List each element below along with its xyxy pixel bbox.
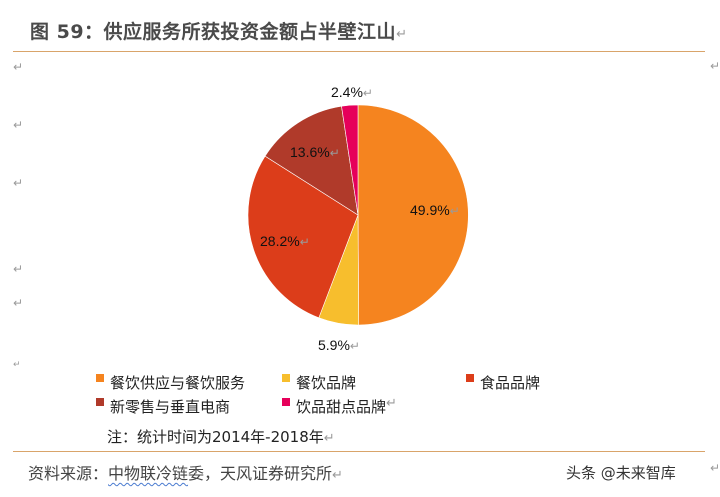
paragraph-mark-icon: ↵ — [710, 461, 720, 475]
legend-swatch — [96, 374, 104, 382]
legend-swatch — [282, 398, 290, 406]
slice-new-retail-ecommerce — [264, 105, 359, 216]
top-divider — [13, 51, 705, 52]
slice-drink-dessert-brand — [341, 104, 359, 216]
bottom-divider — [13, 451, 705, 452]
data-label-food-brand: 28.2%↵ — [260, 233, 310, 249]
legend-item: 餐饮品牌 — [282, 372, 356, 393]
paragraph-mark-icon: ↵ — [13, 262, 24, 276]
legend-swatch — [466, 374, 474, 382]
legend-item: 新零售与垂直电商 — [96, 396, 230, 417]
legend-swatch — [96, 398, 104, 406]
paragraph-mark-icon: ↵ — [710, 59, 720, 73]
source-line: 资料来源：中物联冷链委，天风证券研究所↵ — [28, 464, 343, 483]
watermark: 头条 @未来智库 — [566, 464, 676, 482]
chart-note: 注：统计时间为2014年-2018年↵ — [107, 428, 335, 446]
data-label-drink-dessert: 2.4%↵ — [331, 84, 373, 100]
paragraph-mark-icon: ↵ — [13, 118, 24, 132]
legend-item: 食品品牌 — [466, 372, 540, 393]
legend-swatch — [282, 374, 290, 382]
paragraph-mark-icon: ↵ — [13, 360, 21, 370]
data-label-catering-supply: 49.9%↵ — [410, 202, 460, 218]
legend-item: 餐饮供应与餐饮服务 — [96, 372, 245, 393]
spellcheck-underline: 中物联冷链 — [108, 464, 189, 483]
paragraph-mark-icon: ↵ — [13, 60, 24, 74]
paragraph-mark-icon: ↵ — [396, 27, 408, 42]
slice-food-brand — [247, 155, 359, 319]
slice-catering-supply-service — [357, 104, 469, 326]
legend-item: 饮品甜点品牌 ↵ — [282, 396, 397, 417]
data-label-catering-brand: 5.9%↵ — [318, 337, 360, 353]
paragraph-mark-icon: ↵ — [13, 296, 24, 310]
figure-title: 图 59：供应服务所获投资金额占半壁江山↵ — [30, 21, 408, 43]
data-label-new-retail: 13.6%↵ — [290, 144, 340, 160]
paragraph-mark-icon: ↵ — [13, 176, 24, 190]
